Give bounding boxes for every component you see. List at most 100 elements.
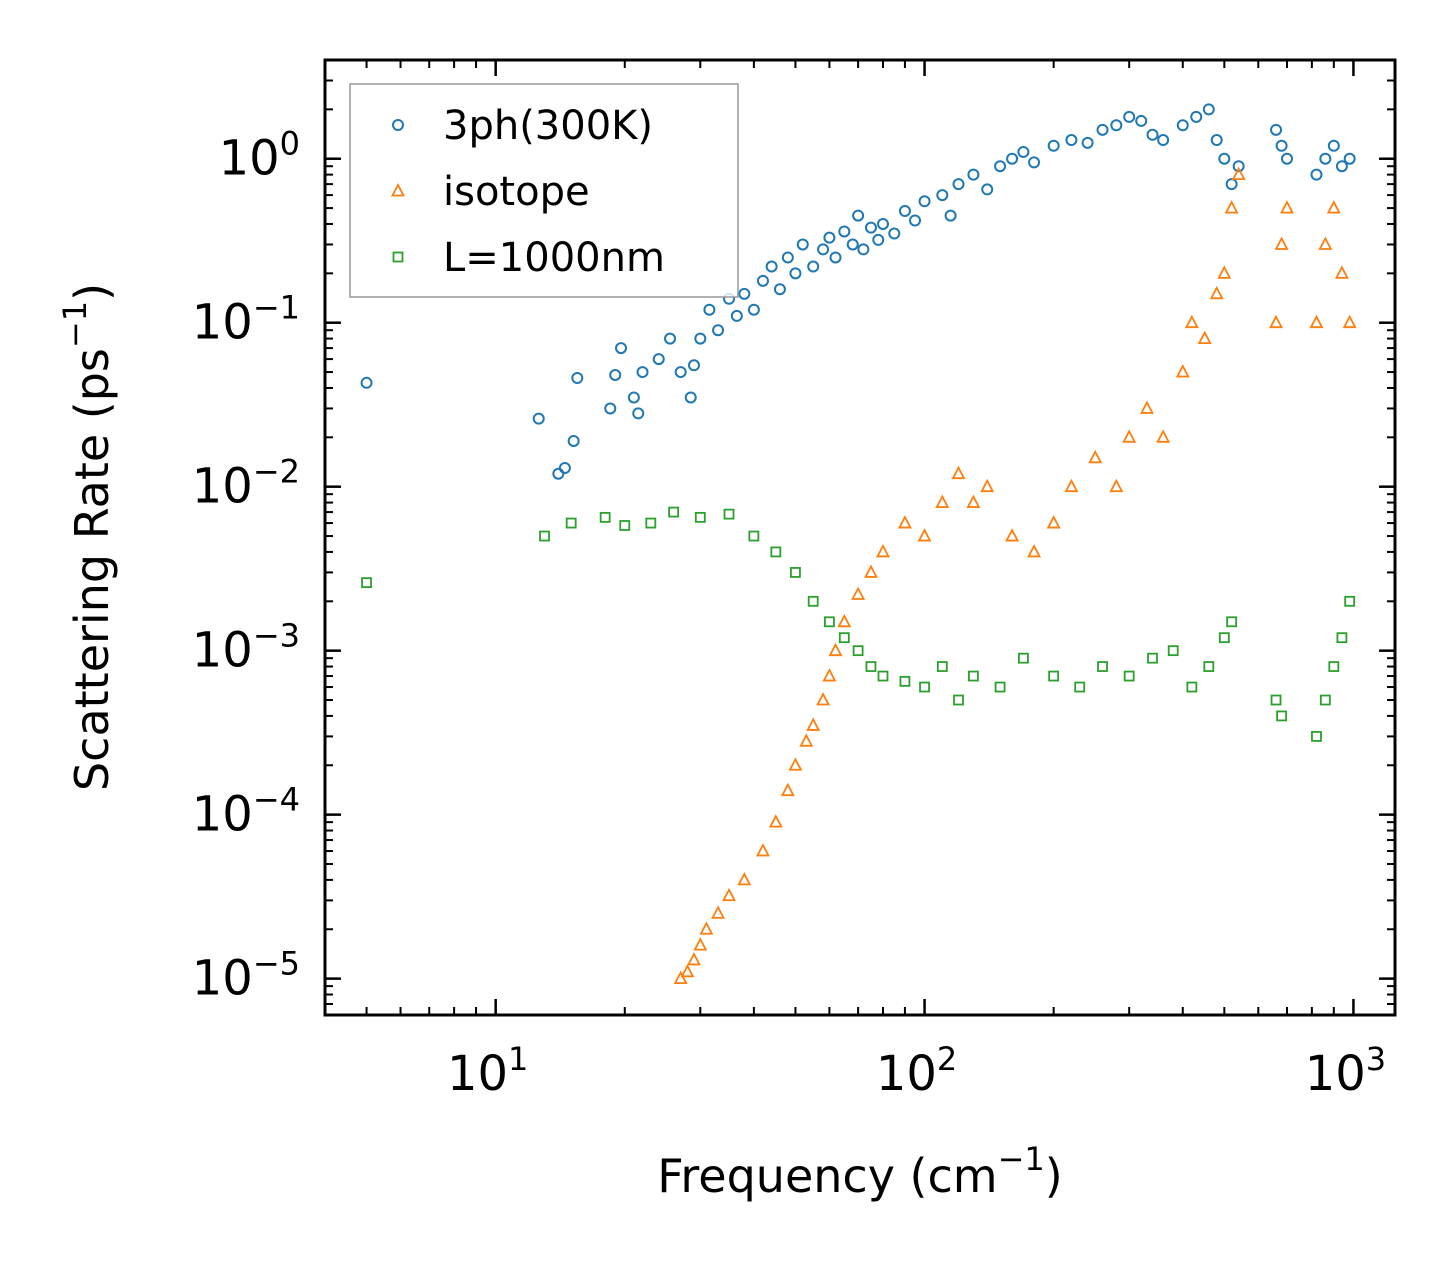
data-point bbox=[1226, 616, 1238, 628]
data-point bbox=[852, 209, 865, 222]
data-point bbox=[952, 178, 965, 191]
data-point bbox=[1270, 694, 1282, 706]
data-point bbox=[1202, 103, 1215, 116]
data-point bbox=[703, 303, 716, 316]
data-point bbox=[674, 366, 687, 379]
data-point bbox=[1123, 670, 1135, 682]
data-point bbox=[636, 366, 649, 379]
data-point bbox=[799, 733, 814, 747]
data-point bbox=[1176, 119, 1189, 132]
data-point bbox=[823, 231, 836, 244]
data-point bbox=[1064, 478, 1079, 493]
data-point bbox=[571, 372, 584, 385]
data-point bbox=[1232, 160, 1245, 173]
data-point bbox=[1281, 152, 1294, 165]
data-point bbox=[360, 376, 373, 389]
data-point bbox=[645, 517, 657, 529]
data-point bbox=[770, 546, 782, 558]
data-point bbox=[817, 243, 830, 256]
data-point bbox=[615, 342, 628, 355]
data-point bbox=[1225, 178, 1238, 191]
data-point bbox=[829, 251, 842, 264]
data-point bbox=[1097, 661, 1108, 672]
data-point bbox=[711, 905, 726, 919]
data-marks bbox=[360, 103, 1357, 985]
data-point bbox=[1096, 123, 1109, 136]
data-point bbox=[966, 494, 981, 508]
data-point bbox=[1318, 236, 1333, 250]
data-point bbox=[898, 204, 911, 217]
data-point bbox=[1110, 119, 1123, 132]
data-point bbox=[1218, 632, 1230, 644]
y-axis-label-sup: −1 bbox=[56, 301, 94, 348]
data-point bbox=[730, 309, 743, 322]
data-point bbox=[693, 937, 708, 951]
data-point bbox=[687, 359, 700, 372]
data-point bbox=[790, 567, 801, 578]
data-point bbox=[919, 681, 930, 693]
data-point bbox=[822, 668, 837, 682]
y-axis-label-text: Scattering Rate (ps bbox=[65, 348, 119, 791]
data-point bbox=[1203, 661, 1215, 672]
data-point bbox=[1146, 128, 1159, 141]
data-point bbox=[918, 195, 931, 208]
data-point bbox=[619, 520, 631, 531]
data-point bbox=[917, 528, 932, 542]
data-point bbox=[1017, 145, 1030, 158]
tick-labels: 101 102 103 100 10−1 10−2 10−3 10−4 10−5 bbox=[192, 125, 1386, 1102]
data-point bbox=[1123, 110, 1136, 123]
data-point bbox=[1328, 661, 1340, 672]
data-point bbox=[737, 871, 752, 886]
data-point bbox=[789, 267, 802, 280]
data-point bbox=[773, 283, 786, 296]
y-tick-label: 10−4 bbox=[192, 781, 300, 843]
data-point bbox=[1224, 200, 1239, 214]
data-point bbox=[1210, 134, 1223, 147]
data-point bbox=[1081, 136, 1094, 149]
data-point bbox=[632, 407, 645, 420]
data-point bbox=[1065, 134, 1078, 147]
data-point bbox=[1327, 139, 1340, 152]
data-point bbox=[828, 642, 843, 657]
data-point bbox=[1275, 139, 1288, 152]
data-point bbox=[1280, 200, 1294, 214]
data-point bbox=[1197, 330, 1212, 344]
legend-box bbox=[349, 83, 739, 298]
data-point bbox=[806, 717, 821, 731]
data-point bbox=[908, 214, 921, 227]
y-tick-label: 10−5 bbox=[192, 945, 300, 1007]
data-point bbox=[765, 260, 778, 273]
data-point bbox=[838, 225, 851, 238]
data-point bbox=[1231, 166, 1246, 181]
data-point bbox=[1027, 543, 1042, 558]
data-point bbox=[1048, 670, 1060, 682]
x-axis-label-text: Frequency (cm bbox=[657, 1149, 997, 1203]
data-point bbox=[1310, 168, 1323, 181]
data-point bbox=[846, 238, 859, 251]
data-point bbox=[748, 530, 760, 542]
data-point bbox=[807, 260, 820, 273]
data-point bbox=[780, 782, 795, 797]
legend-label: 3ph(300K) bbox=[443, 103, 653, 149]
legend-marker bbox=[392, 251, 404, 263]
series-square bbox=[361, 506, 1356, 742]
data-point bbox=[684, 391, 697, 404]
data-point bbox=[609, 368, 622, 381]
data-point bbox=[1047, 139, 1060, 152]
data-point bbox=[604, 402, 617, 415]
data-point bbox=[1190, 110, 1203, 123]
data-point bbox=[1156, 429, 1171, 443]
data-point bbox=[1046, 515, 1061, 529]
data-point bbox=[944, 209, 957, 222]
data-point bbox=[876, 543, 890, 558]
data-point bbox=[1309, 314, 1324, 329]
major-ticks bbox=[325, 60, 1395, 1015]
y-tick-label: 10−3 bbox=[192, 617, 300, 679]
data-point bbox=[936, 661, 948, 672]
x-axis-label: Frequency (cm−1) bbox=[657, 1140, 1062, 1203]
data-point bbox=[935, 494, 950, 508]
data-point bbox=[852, 645, 864, 657]
data-point bbox=[694, 511, 706, 523]
data-point bbox=[755, 843, 770, 857]
data-point bbox=[664, 332, 677, 345]
